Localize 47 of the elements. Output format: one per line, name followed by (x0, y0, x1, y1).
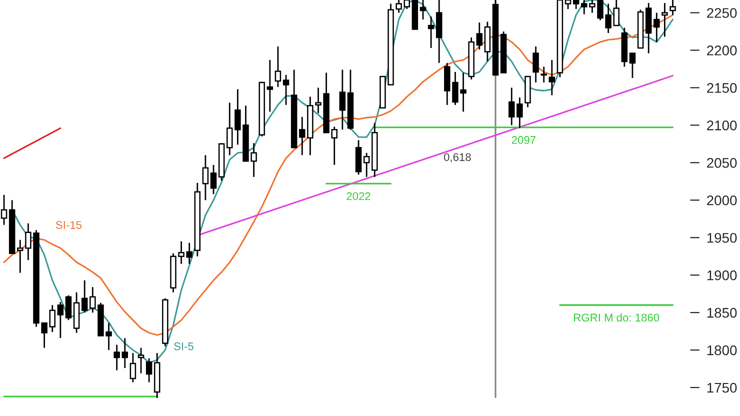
annotation: 0,618 (444, 153, 471, 162)
series-label: 2097 (512, 136, 536, 144)
candlestick (122, 337, 128, 369)
candlestick (65, 294, 72, 321)
y-tick-label: 1900 (707, 270, 737, 280)
candlestick (548, 59, 556, 96)
candlestick (146, 358, 152, 383)
candlestick (508, 87, 515, 126)
y-tick-label: 2100 (707, 120, 737, 130)
y-tick-label: 1850 (707, 308, 737, 318)
candlestick (210, 164, 217, 195)
candlestick (654, 12, 660, 43)
candlestick (282, 74, 290, 106)
candlestick (420, 0, 426, 20)
y-tick-label: 2200 (707, 46, 737, 56)
candlestick (339, 69, 346, 130)
series-label: 2022 (346, 192, 370, 200)
candlestick (138, 347, 144, 374)
candlestick (476, 22, 483, 50)
candlestick (0, 194, 8, 226)
candlestick (540, 66, 547, 84)
candlestick (130, 352, 136, 383)
candlestick (363, 152, 370, 178)
y-tick-label: 1800 (707, 345, 737, 356)
y-tick-label: 1750 (707, 382, 737, 393)
series-label: RGRI M do: 1860 (574, 313, 660, 322)
candlestick (202, 154, 209, 201)
candlestick (57, 301, 64, 339)
y-tick-label: 1950 (707, 232, 737, 243)
candlestick (226, 102, 233, 156)
y-tick-label: 2150 (707, 83, 737, 93)
candlestick (516, 96, 523, 129)
candlestick (428, 16, 434, 49)
candlestick (266, 59, 274, 112)
candlestick (629, 52, 636, 79)
series-label: SI-15 (56, 221, 82, 229)
candlestick (532, 46, 539, 84)
candlestick (81, 280, 88, 314)
series-label: SI-5 (174, 342, 194, 350)
y-tick-label: 2000 (707, 195, 737, 206)
candlestick (662, 2, 668, 38)
candlestick (274, 46, 282, 88)
candlestick (355, 139, 362, 176)
y-tick-label: 2050 (707, 158, 737, 168)
candlestick (114, 344, 120, 371)
candlestick (670, 0, 676, 16)
y-tick-label: 2250 (707, 8, 737, 18)
